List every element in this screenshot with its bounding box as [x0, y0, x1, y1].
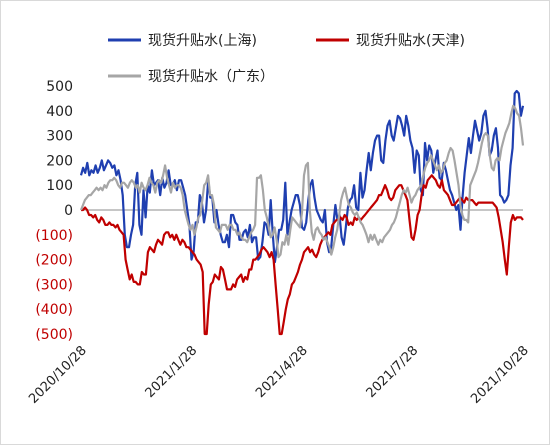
legend-label: 现货升贴水(天津) — [356, 32, 465, 49]
series-line-2 — [81, 174, 524, 336]
y-tick-label: (200) — [35, 253, 73, 269]
y-tick-label: 400 — [46, 104, 73, 120]
legend-label: 现货升贴水（广东） — [148, 68, 274, 85]
x-tick-label: 2021/10/28 — [468, 343, 532, 407]
y-tick-label: 100 — [46, 178, 73, 194]
x-tick-label: 2021/1/28 — [143, 343, 201, 401]
y-axis-ticks: 500 400 300 200 100 0 (100) (200) (300) (400) (500… — [35, 79, 73, 343]
legend-label: 现货升贴水(上海) — [148, 32, 257, 49]
chart-series — [79, 89, 525, 336]
x-tick-label: 2020/10/28 — [26, 343, 90, 407]
x-tick-label: 2021/4/28 — [253, 343, 311, 401]
x-axis-ticks: 2020/10/28 2021/1/28 2021/4/28 2021/7/28 202… — [26, 343, 532, 407]
y-tick-label: 500 — [46, 79, 73, 95]
y-tick-label: (100) — [35, 228, 73, 244]
y-tick-label: 0 — [64, 203, 73, 219]
y-tick-label: 200 — [46, 153, 73, 169]
series-line-1 — [79, 89, 525, 264]
chart-legend: 现货升贴水(上海) 现货升贴水(天津) 现货升贴水（广东） — [108, 32, 465, 85]
series-line-3 — [79, 104, 525, 259]
y-tick-label: (400) — [35, 302, 73, 318]
y-tick-label: (300) — [35, 277, 73, 293]
x-tick-label: 2021/7/28 — [364, 343, 422, 401]
y-tick-label: (500) — [35, 327, 73, 343]
y-tick-label: 300 — [46, 129, 73, 145]
